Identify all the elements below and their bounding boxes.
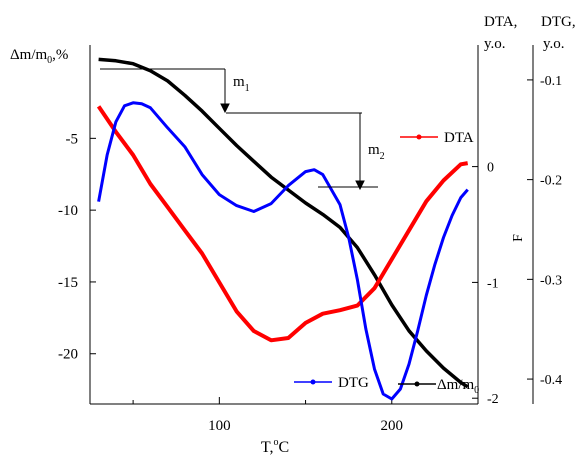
legend-dtg: DTG: [294, 375, 369, 391]
dtg-tick-label: -0.2: [540, 174, 562, 189]
x-tick-label: 100: [208, 418, 231, 434]
m1-label: m1: [233, 74, 250, 94]
x-tick-label: 200: [381, 418, 404, 434]
legend-dtg-label: DTG: [338, 375, 369, 391]
m2-annotation: [226, 112, 378, 191]
dta-tick-label: 0: [487, 161, 494, 176]
axis-ticks: 100 200 -5 -10 -15 -20 0 -1 -2 -0.1 -0.2 -0.3 -0.4: [58, 74, 562, 434]
dta-axis-unit: y.o.: [484, 36, 506, 52]
dtg-tick-label: -0.1: [540, 74, 562, 89]
dtg-tick-label: -0.4: [540, 373, 562, 388]
dta-tick-label: -1: [487, 276, 499, 291]
dtg-axis-unit: y.o.: [543, 36, 565, 52]
left-tick-label: -15: [58, 275, 78, 291]
dtg-axis-title: DTG,: [541, 14, 576, 30]
dtg-tick-label: -0.3: [540, 273, 562, 288]
dta-axis-title: DTA,: [484, 14, 517, 30]
legend-mass: Δm/m0: [398, 377, 479, 396]
series-dta: [96, 105, 469, 343]
m1-annotation: [100, 68, 230, 114]
legend-dta: DTA: [400, 130, 474, 146]
legend-dta-label: DTA: [444, 130, 474, 146]
legend-mass-label: Δm/m0: [437, 377, 479, 396]
left-tick-label: -20: [58, 347, 78, 363]
dta-tick-label: -2: [487, 392, 499, 407]
series-dtg: [97, 101, 469, 401]
left-tick-label: -10: [58, 203, 78, 219]
f-annotation: F: [511, 234, 526, 242]
m2-label: m2: [368, 142, 385, 162]
left-tick-label: -5: [66, 131, 79, 147]
left-axis-title: Δm/m0,%: [10, 47, 68, 66]
x-axis-title: T,oC: [261, 437, 289, 456]
